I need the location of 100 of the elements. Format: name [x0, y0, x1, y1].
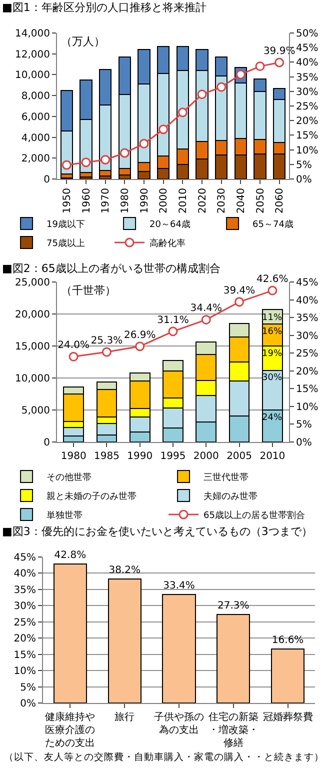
x-tick-label: 旅行 — [114, 711, 135, 723]
chart-title: ■図3：優先的にお金を使いたいと考えているもの（3つまで） — [2, 525, 312, 538]
legend-label: 65～74歳 — [252, 219, 294, 230]
y-tick-label: 10,000 — [15, 374, 50, 384]
y2-tick-label: 25% — [296, 348, 318, 360]
x-tick-label: 1960 — [81, 188, 92, 214]
data-label: 16.6% — [272, 635, 304, 646]
y2-tick-label: 25% — [296, 102, 318, 112]
y2-tick-label: 35% — [296, 72, 318, 84]
x-tick-label: 2010 — [260, 451, 286, 462]
legend-label: 19歳以下 — [46, 219, 85, 230]
y2-tick-label: 20% — [296, 366, 318, 378]
x-tick-label: 1980 — [120, 188, 131, 214]
y2-tick-label: 5% — [296, 160, 312, 171]
y-tick-label: 6,000 — [21, 112, 50, 123]
data-label: 38.2% — [108, 565, 140, 576]
y-tick-label: 30% — [14, 601, 36, 612]
y-tick-label: 15,000 — [15, 342, 50, 352]
x-tick-label: 2020 — [197, 188, 208, 214]
y2-tick-label: 50% — [296, 28, 318, 40]
y-tick-label: 12,000 — [15, 49, 50, 60]
data-label: 39.4% — [223, 285, 256, 296]
data-label: 33.4% — [163, 580, 195, 592]
y2-tick-label: 10% — [296, 145, 318, 156]
y2-tick-label: 30% — [296, 86, 318, 98]
y2-tick-label: 10% — [296, 402, 318, 413]
x-tick-label: 住宅の新築・増改築・修繕 — [208, 711, 258, 749]
annotation: 19% — [262, 349, 282, 359]
y-tick-label: 0 — [44, 438, 50, 448]
y-tick-label: 14,000 — [15, 28, 50, 40]
x-tick-label: 2040 — [236, 188, 247, 214]
y-tick-label: 20% — [14, 634, 36, 645]
x-tick-label: 1980 — [60, 451, 86, 462]
legend-label: 親と未婚の子のみ世帯 — [46, 491, 137, 502]
legend-label: 75歳以上 — [46, 238, 85, 250]
annotation: 16% — [262, 327, 282, 337]
y-axis-title: （千世帯） — [61, 284, 116, 297]
legend-label: その他世帯 — [46, 472, 92, 484]
data-label: 26.9% — [124, 330, 156, 341]
y-tick-label: 15% — [14, 650, 36, 661]
x-tick-label: 2005 — [226, 451, 252, 462]
x-tick-label: 1995 — [160, 451, 186, 462]
data-label: 24.0% — [58, 340, 90, 352]
legend-label: 20～64歳 — [150, 219, 190, 230]
x-tick-label: 2000 — [193, 451, 219, 462]
y-tick-label: 10% — [14, 666, 36, 678]
y-tick-label: 5,000 — [21, 406, 50, 416]
y-tick-label: 45% — [14, 552, 36, 564]
y-tick-label: 8,000 — [21, 91, 50, 102]
x-tick-label: 1950 — [62, 188, 73, 214]
data-label: 42.6% — [256, 274, 288, 286]
legend-label: 三世代世帯 — [204, 472, 249, 484]
y-tick-label: 35% — [14, 584, 36, 596]
x-tick-label: 2010 — [178, 188, 189, 214]
legend-label: 夫婦のみ世帯 — [204, 491, 258, 502]
x-tick-label: 2000 — [158, 188, 170, 214]
data-label: 34.4% — [190, 303, 222, 314]
y-tick-label: 10,000 — [15, 70, 50, 82]
data-label: 42.8% — [54, 550, 86, 562]
y2-tick-label: 15% — [296, 384, 318, 396]
y-tick-label: 40% — [14, 568, 36, 580]
y-tick-label: 20,000 — [15, 310, 50, 320]
y2-tick-label: 45% — [296, 43, 318, 54]
data-label: 31.1% — [157, 314, 189, 326]
x-tick-label: 2060 — [274, 188, 286, 214]
y2-tick-label: 30% — [296, 330, 318, 342]
data-label: 27.3% — [218, 600, 250, 612]
annotation: 30% — [262, 373, 282, 383]
x-tick-label: 1990 — [127, 451, 153, 462]
y2-tick-label: 0% — [296, 438, 312, 448]
legend-label: 高齢化率 — [150, 238, 186, 250]
x-tick-label: 2030 — [216, 188, 228, 214]
y2-tick-label: 5% — [296, 420, 312, 431]
y2-tick-label: 0% — [296, 174, 312, 186]
x-tick-label: 子供や孫の為の支出 — [154, 711, 204, 736]
x-tick-label: 1990 — [139, 188, 150, 214]
x-tick-label: 1970 — [100, 188, 112, 214]
legend-label: 65歳以上の居る世帯割合 — [204, 510, 305, 522]
y-tick-label: 25,000 — [15, 278, 50, 288]
y2-tick-label: 35% — [296, 313, 318, 324]
chart-title: ■図2：65歳以上の者がいる世帯の構成割合 — [2, 262, 220, 275]
annotation: 11% — [262, 313, 282, 323]
y-tick-label: 5% — [20, 682, 36, 694]
y-axis-title: （万人） — [61, 35, 105, 48]
y-tick-label: 25% — [14, 617, 36, 628]
x-tick-label: 2050 — [255, 188, 266, 214]
y2-tick-label: 20% — [296, 116, 318, 128]
y2-tick-label: 40% — [296, 58, 318, 69]
x-tick-label: 冠婚葬祭費 — [262, 711, 313, 723]
text: （以下、友人等との交際費・自動車購入・家電の購入・・と続きます） — [4, 751, 324, 763]
x-tick-label: 1985 — [94, 451, 120, 462]
y-tick-label: 4,000 — [21, 132, 50, 144]
y2-tick-label: 40% — [296, 295, 318, 306]
y2-tick-label: 45% — [296, 278, 318, 288]
y2-tick-label: 15% — [296, 130, 318, 142]
chart-title: ■図1：年齢区分別の人口推移と将来推計 — [2, 1, 206, 14]
x-tick-label: 健康維持や医療介護のための支出 — [45, 711, 96, 749]
y-tick-label: 0% — [20, 698, 36, 710]
data-label: 25.3% — [90, 336, 123, 347]
y-tick-label: 2,000 — [21, 154, 50, 165]
